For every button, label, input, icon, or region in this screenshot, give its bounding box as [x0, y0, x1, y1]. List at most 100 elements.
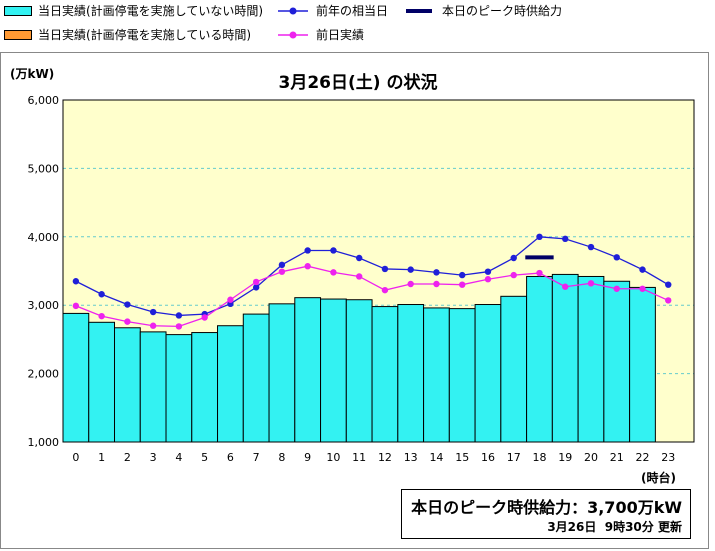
x-tick-label: 4 [175, 451, 182, 464]
x-tick-label: 15 [455, 451, 469, 464]
prev-year-point [536, 233, 543, 240]
prev-year-point [278, 261, 286, 269]
y-tick-label: 5,000 [28, 162, 60, 175]
bar [320, 298, 347, 443]
bar [268, 303, 296, 443]
y-tick-label: 3,000 [28, 299, 60, 312]
y-tick-label: 4,000 [28, 231, 60, 244]
update-time: 9時30分 [604, 520, 654, 534]
bar [629, 286, 656, 443]
bar [423, 307, 450, 443]
prev-year-point [433, 269, 440, 276]
prev-year-point [72, 278, 80, 285]
prev-day-point [72, 302, 80, 310]
bar [242, 313, 270, 443]
prev-year-point [665, 281, 672, 288]
legend-label-peak: 本日のピーク時供給力 [442, 4, 563, 18]
bar [62, 312, 90, 443]
peak-info-box: 本日のピーク時供給力：3,700万kW 3月26日 9時30分 更新 [401, 489, 691, 539]
legend-swatch-peak [406, 9, 432, 13]
bar [500, 295, 528, 443]
prev-year-point [381, 265, 389, 273]
y-tick-label: 6,000 [28, 94, 60, 107]
bar [114, 327, 141, 443]
legend-swatch-cyan [4, 6, 32, 16]
prev-year-point [98, 291, 105, 298]
y-axis-label: (万kW) [10, 67, 54, 81]
prev-day-point [304, 263, 311, 270]
prev-day-point [562, 283, 569, 290]
prev-day-line [75, 265, 669, 328]
bar [217, 325, 244, 443]
prev-day-point [252, 278, 260, 286]
prev-year-point [562, 235, 569, 243]
bar [88, 321, 116, 443]
prev-day-point [98, 312, 105, 320]
update-suffix: 更新 [657, 520, 682, 534]
x-tick-label: 7 [253, 451, 260, 464]
x-tick-label: 9 [304, 451, 311, 464]
prev-year-line [75, 236, 669, 317]
bar [577, 275, 605, 443]
prev-day-point [665, 297, 672, 304]
prev-day-point [407, 280, 414, 288]
legend-label-cyan: 当日実績(計画停電を実施していない時間) [38, 4, 264, 18]
bar [294, 297, 322, 443]
prev-year-point [355, 254, 363, 262]
bar [371, 306, 399, 443]
prev-day-point [330, 269, 337, 276]
x-tick-label: 14 [429, 451, 443, 464]
legend-swatch-orange [4, 30, 32, 40]
plot-border [62, 99, 695, 443]
prev-day-point [536, 269, 543, 277]
prev-day-point [459, 281, 466, 288]
prev-day-point [613, 285, 620, 292]
bar [474, 304, 502, 443]
bar [191, 332, 219, 443]
prev-day-point [149, 322, 157, 329]
update-info-line: 3月26日 9時30分 更新 [547, 518, 682, 535]
x-tick-label: 8 [278, 451, 285, 464]
x-axis-label: (時台) [641, 470, 676, 485]
prev-day-point [175, 323, 183, 330]
x-tick-label: 21 [610, 451, 624, 464]
x-tick-label: 13 [404, 451, 418, 464]
bar [165, 334, 193, 443]
x-tick-label: 0 [72, 451, 79, 464]
bar [526, 275, 553, 443]
prev-day-point [639, 285, 646, 292]
peak-info-label: 本日のピーク時供給力： [411, 498, 588, 517]
bar [551, 273, 579, 443]
legend-label-orange: 当日実績(計画停電を実施している時間) [38, 28, 252, 42]
prev-day-point [381, 286, 389, 294]
prev-day-point [124, 318, 131, 325]
prev-day-point [278, 268, 286, 275]
x-tick-label: 19 [558, 451, 572, 464]
x-tick-label: 1 [98, 451, 105, 464]
prev-year-point [639, 266, 646, 273]
x-tick-label: 18 [532, 451, 546, 464]
prev-year-point [407, 266, 414, 273]
x-tick-label: 5 [201, 451, 208, 464]
prev-day-point [433, 280, 440, 288]
prev-day-point [355, 273, 363, 280]
legend-swatch-prev-year [278, 7, 308, 15]
prev-day-point [587, 280, 595, 287]
prev-day-point [201, 314, 208, 321]
x-tick-label: 17 [507, 451, 521, 464]
x-tick-label: 2 [124, 451, 131, 464]
prev-year-point [613, 254, 620, 261]
bar [345, 299, 373, 443]
x-tick-label: 20 [584, 451, 598, 464]
bar [448, 308, 476, 443]
x-tick-label: 10 [326, 451, 340, 464]
prev-year-point [330, 247, 337, 254]
update-date: 3月26日 [547, 520, 597, 534]
legend-label-prev-year: 前年の相当日 [316, 4, 389, 18]
y-tick-label: 1,000 [28, 436, 60, 449]
prev-year-point [124, 301, 131, 308]
legend-label-prev-day: 前日実績 [316, 28, 365, 42]
bar [397, 304, 425, 443]
